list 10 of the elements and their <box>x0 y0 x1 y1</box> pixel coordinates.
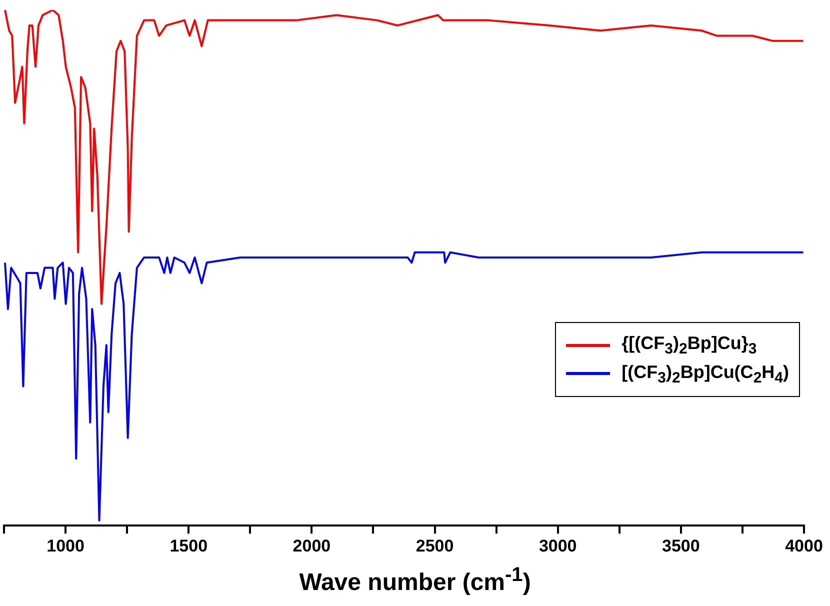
x-tick-label: 2000 <box>292 536 331 556</box>
x-tick-label: 1500 <box>170 536 208 556</box>
legend-label: {[(CF$_{3}$)$_{2}$Bp]Cu}$_{3}$ <box>622 333 757 358</box>
x-tick-label: 1000 <box>46 536 84 556</box>
x-tick-label: 2500 <box>416 536 454 556</box>
x-tick-label: 4000 <box>785 536 823 556</box>
text: [(CF$_{3}$)$_{2}$Bp]Cu(C$_{2}$H$_{4}$) <box>622 362 789 386</box>
x-tick-label: 3500 <box>662 536 700 556</box>
x-axis-title: Wave number (cm$^{-1}$) <box>298 564 532 597</box>
x-tick-label: 3000 <box>538 536 577 556</box>
